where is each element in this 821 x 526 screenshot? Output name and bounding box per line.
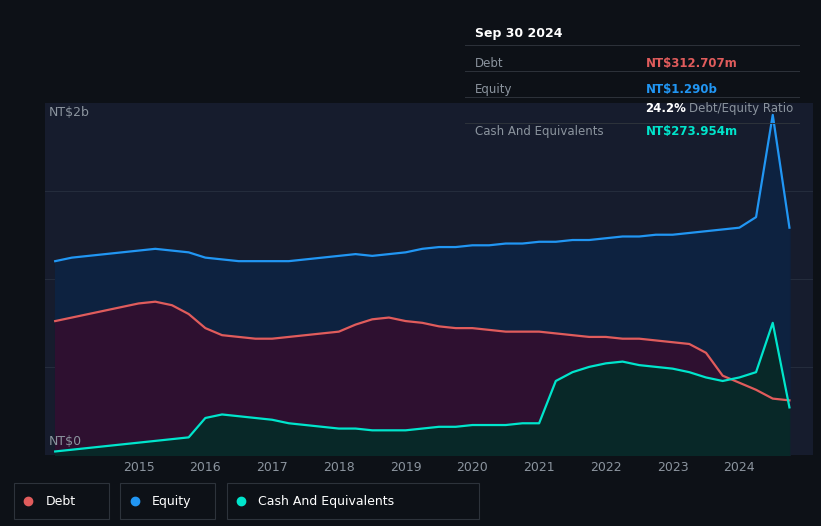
Text: NT$2b: NT$2b bbox=[48, 106, 89, 119]
Text: Cash And Equivalents: Cash And Equivalents bbox=[258, 494, 394, 508]
Text: Debt: Debt bbox=[475, 57, 503, 69]
Text: Sep 30 2024: Sep 30 2024 bbox=[475, 27, 562, 40]
Text: 24.2%: 24.2% bbox=[645, 102, 686, 115]
Text: NT$273.954m: NT$273.954m bbox=[645, 125, 738, 138]
Text: NT$312.707m: NT$312.707m bbox=[645, 57, 737, 69]
Text: Equity: Equity bbox=[475, 83, 512, 96]
Text: Debt/Equity Ratio: Debt/Equity Ratio bbox=[689, 102, 793, 115]
Text: Debt: Debt bbox=[46, 494, 76, 508]
Text: NT$1.290b: NT$1.290b bbox=[645, 83, 718, 96]
Text: Cash And Equivalents: Cash And Equivalents bbox=[475, 125, 603, 138]
FancyBboxPatch shape bbox=[227, 483, 479, 519]
Text: Equity: Equity bbox=[152, 494, 191, 508]
FancyBboxPatch shape bbox=[14, 483, 109, 519]
Text: NT$0: NT$0 bbox=[48, 435, 81, 448]
FancyBboxPatch shape bbox=[121, 483, 215, 519]
